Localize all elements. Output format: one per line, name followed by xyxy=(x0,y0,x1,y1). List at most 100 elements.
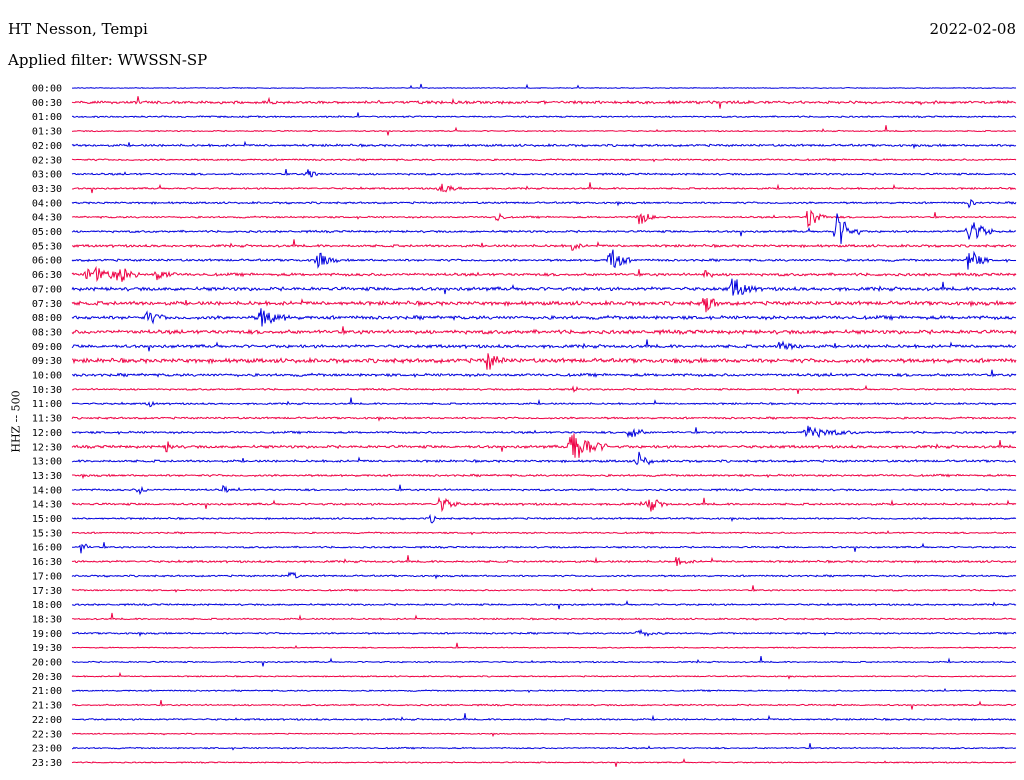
seismogram-trace xyxy=(71,513,1017,524)
time-tick-label: 07:30 xyxy=(32,299,62,310)
time-tick-label: 22:00 xyxy=(32,715,62,726)
seismogram-trace xyxy=(71,96,1017,109)
time-tick-label: 17:00 xyxy=(32,571,62,582)
seismogram-trace xyxy=(71,265,1017,283)
filter-label: Applied filter: WWSSN-SP xyxy=(8,51,208,69)
seismogram-trace xyxy=(71,198,1017,209)
time-tick-label: 15:00 xyxy=(32,514,62,525)
seismogram-trace xyxy=(71,168,1017,178)
seismogram-trace xyxy=(71,213,1017,244)
seismogram-trace xyxy=(71,473,1017,480)
time-tick-label: 15:30 xyxy=(32,528,62,539)
time-tick-label: 16:00 xyxy=(32,543,62,554)
seismogram-trace xyxy=(71,571,1017,580)
seismogram-trace xyxy=(71,308,1017,327)
seismogram-trace xyxy=(71,743,1017,751)
seismogram-trace xyxy=(71,451,1017,466)
seismogram-trace xyxy=(71,353,1017,370)
seismogram-trace xyxy=(71,612,1017,621)
seismogram-trace xyxy=(71,484,1017,496)
time-tick-label: 03:00 xyxy=(32,170,62,181)
time-tick-label: 13:30 xyxy=(32,471,62,482)
time-tick-label: 12:30 xyxy=(32,442,62,453)
time-tick-label: 02:30 xyxy=(32,155,62,166)
time-tick-label: 17:30 xyxy=(32,586,62,597)
seismogram-trace xyxy=(71,585,1017,593)
time-tick-label: 00:00 xyxy=(32,84,62,95)
seismogram-trace xyxy=(71,671,1017,680)
time-tick-label: 11:30 xyxy=(32,414,62,425)
time-tick-label: 02:00 xyxy=(32,141,62,152)
time-tick-label: 14:00 xyxy=(32,485,62,496)
seismogram-trace xyxy=(71,369,1017,378)
seismogram-trace xyxy=(71,713,1017,722)
seismogram-trace xyxy=(71,182,1017,194)
time-tick-label: 08:30 xyxy=(32,327,62,338)
seismogram-trace xyxy=(71,642,1017,649)
time-tick-label: 21:00 xyxy=(32,686,62,697)
seismogram-trace xyxy=(71,542,1017,554)
time-tick-label: 10:30 xyxy=(32,385,62,396)
seismogram-trace xyxy=(71,297,1017,313)
seismogram-trace xyxy=(71,339,1017,352)
time-tick-label: 12:00 xyxy=(32,428,62,439)
time-tick-label: 20:30 xyxy=(32,672,62,683)
seismogram-trace xyxy=(71,112,1017,119)
time-tick-label: 14:30 xyxy=(32,500,62,511)
seismogram-trace xyxy=(71,249,1017,270)
time-tick-label: 23:00 xyxy=(32,744,62,755)
seismogram-trace xyxy=(71,732,1017,738)
time-tick-label: 09:00 xyxy=(32,342,62,353)
seismogram-trace xyxy=(71,140,1017,150)
seismogram-trace xyxy=(71,688,1017,694)
seismogram-trace xyxy=(71,326,1017,336)
seismogram-trace xyxy=(71,157,1017,163)
time-tick-label: 23:30 xyxy=(32,758,62,769)
seismogram-trace xyxy=(71,425,1017,439)
time-tick-label: 05:00 xyxy=(32,227,62,238)
time-tick-label: 05:30 xyxy=(32,241,62,252)
time-tick-label: 13:00 xyxy=(32,457,62,468)
time-tick-label: 03:30 xyxy=(32,184,62,195)
time-tick-label: 00:30 xyxy=(32,98,62,109)
time-tick-label: 01:00 xyxy=(32,112,62,123)
seismogram-trace xyxy=(71,628,1017,637)
seismogram-trace xyxy=(71,209,1017,228)
time-tick-label: 06:30 xyxy=(32,270,62,281)
time-tick-label: 21:30 xyxy=(32,701,62,712)
seismogram-trace xyxy=(71,496,1017,513)
time-tick-label: 09:30 xyxy=(32,356,62,367)
seismogram-trace xyxy=(71,433,1016,458)
time-tick-label: 11:00 xyxy=(32,399,62,410)
seismogram-trace xyxy=(71,125,1017,136)
time-tick-label: 04:30 xyxy=(32,213,62,224)
time-tick-label: 19:30 xyxy=(32,643,62,654)
time-tick-label: 06:00 xyxy=(32,256,62,267)
time-tick-label: 07:00 xyxy=(32,284,62,295)
date-label: 2022-02-08 xyxy=(929,20,1016,38)
time-tick-label: 19:00 xyxy=(32,629,62,640)
seismogram-trace xyxy=(71,530,1017,536)
seismogram-trace xyxy=(71,397,1017,408)
time-tick-label: 04:00 xyxy=(32,198,62,209)
seismogram-trace xyxy=(71,83,1017,90)
time-tick-label: 10:00 xyxy=(32,371,62,382)
time-tick-label: 18:30 xyxy=(32,614,62,625)
seismogram-trace xyxy=(71,600,1017,610)
station-title: HT Nesson, Tempi xyxy=(8,20,148,38)
time-tick-label: 22:30 xyxy=(32,729,62,740)
seismogram-trace xyxy=(71,384,1017,394)
time-tick-label: 01:30 xyxy=(32,127,62,138)
seismogram-trace xyxy=(71,758,1017,767)
seismogram-trace xyxy=(71,700,1017,710)
time-tick-label: 20:00 xyxy=(32,658,62,669)
time-tick-label: 08:00 xyxy=(32,313,62,324)
seismogram-trace xyxy=(71,555,1017,567)
seismogram-trace xyxy=(71,239,1017,251)
time-tick-label: 16:30 xyxy=(32,557,62,568)
time-tick-label: 18:00 xyxy=(32,600,62,611)
seismogram-trace xyxy=(71,655,1017,667)
seismogram-trace xyxy=(71,278,1017,296)
seismogram-trace xyxy=(71,416,1017,422)
